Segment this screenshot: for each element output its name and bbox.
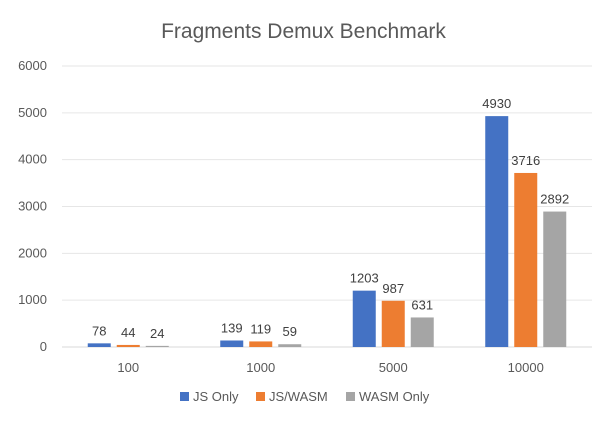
data-label: 59 [283, 324, 297, 339]
y-tick-label: 2000 [18, 245, 47, 260]
bar-wasm-only [278, 344, 302, 347]
bar-js-wasm [249, 341, 273, 347]
data-label: 44 [121, 325, 135, 340]
x-tick-label: 100 [117, 360, 139, 375]
legend-swatch [346, 392, 355, 401]
data-label: 78 [92, 323, 106, 338]
bar-wasm-only [145, 345, 169, 347]
legend-swatch [256, 392, 265, 401]
bar-js-wasm [116, 344, 140, 347]
data-label: 24 [150, 326, 164, 341]
data-label: 1203 [350, 271, 379, 286]
data-label: 139 [221, 320, 243, 335]
y-tick-label: 4000 [18, 152, 47, 167]
y-tick-label: 0 [40, 339, 47, 354]
chart-title: Fragments Demux Benchmark [161, 20, 446, 43]
bar-js-only [87, 343, 111, 347]
data-label: 119 [250, 321, 271, 336]
y-tick-label: 1000 [18, 292, 47, 307]
x-tick-label: 10000 [508, 360, 544, 375]
legend-label: JS/WASM [269, 389, 328, 404]
x-tick-label: 1000 [246, 360, 275, 375]
x-tick-label: 5000 [379, 360, 408, 375]
data-label: 631 [411, 297, 433, 312]
data-label: 987 [382, 281, 404, 296]
legend-label: WASM Only [359, 389, 430, 404]
legend-swatch [180, 392, 189, 401]
legend-label: JS Only [193, 389, 239, 404]
bar-js-only [485, 116, 509, 347]
bar-wasm-only [410, 317, 434, 347]
y-tick-label: 5000 [18, 105, 47, 120]
y-tick-label: 6000 [18, 58, 47, 73]
bar-wasm-only [543, 211, 567, 347]
bar-js-wasm [514, 172, 538, 347]
data-label: 4930 [482, 96, 511, 111]
data-label: 2892 [540, 192, 569, 207]
y-tick-label: 3000 [18, 199, 47, 214]
data-label: 3716 [511, 153, 540, 168]
bar-js-only [220, 340, 244, 347]
bar-js-only [352, 290, 376, 347]
bar-js-wasm [381, 300, 405, 347]
